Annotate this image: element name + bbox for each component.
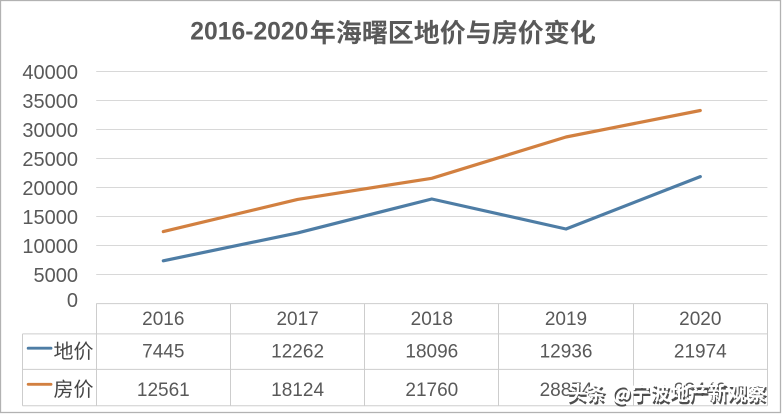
svg-text:20000: 20000 <box>22 178 78 200</box>
svg-text:12262: 12262 <box>271 342 324 363</box>
svg-text:35000: 35000 <box>22 91 78 113</box>
svg-text:2016: 2016 <box>142 309 184 330</box>
svg-text:12561: 12561 <box>137 380 190 401</box>
svg-text:2016-2020: 2016-2020 <box>190 19 308 46</box>
svg-text:30000: 30000 <box>22 120 78 142</box>
svg-text:21760: 21760 <box>405 380 458 401</box>
svg-text:7445: 7445 <box>142 342 184 363</box>
svg-text:18124: 18124 <box>271 380 324 401</box>
svg-text:2019: 2019 <box>545 309 587 330</box>
svg-text:28874: 28874 <box>540 380 593 401</box>
svg-text:21974: 21974 <box>674 342 727 363</box>
svg-text:2020: 2020 <box>679 309 721 330</box>
svg-text:2018: 2018 <box>411 309 453 330</box>
svg-text:0: 0 <box>67 290 78 312</box>
svg-text:40000: 40000 <box>22 62 78 84</box>
svg-text:5000: 5000 <box>34 265 79 287</box>
svg-text:25000: 25000 <box>22 149 78 171</box>
svg-text:15000: 15000 <box>22 207 78 229</box>
svg-text:12936: 12936 <box>540 342 593 363</box>
svg-text:10000: 10000 <box>22 236 78 258</box>
svg-text:18096: 18096 <box>405 342 458 363</box>
svg-text:2017: 2017 <box>276 309 318 330</box>
